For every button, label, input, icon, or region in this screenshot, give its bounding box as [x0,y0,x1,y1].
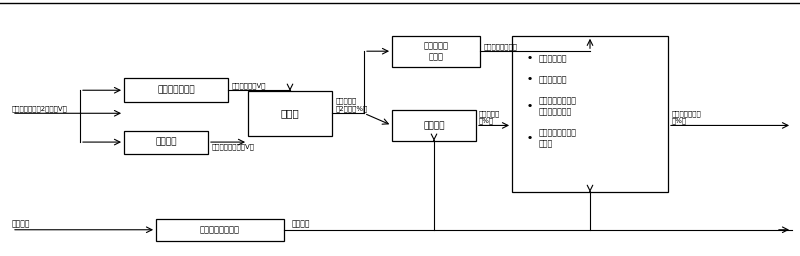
Text: 电压信号物理值（V）: 电压信号物理值（V） [212,143,255,150]
Text: 归一化: 归一化 [281,108,299,118]
Text: •: • [526,75,533,84]
Text: 信号选择: 信号选择 [423,121,445,130]
Text: 制动与油门同时施
加的不合理保护: 制动与油门同时施 加的不合理保护 [538,97,577,116]
FancyBboxPatch shape [124,78,228,102]
FancyBboxPatch shape [512,36,668,192]
Text: 诊断信号: 诊断信号 [12,219,30,228]
Text: 空行程位置保护: 空行程位置保护 [157,86,195,95]
Text: 电子油门信号（2路）（V）: 电子油门信号（2路）（V） [12,105,68,112]
Text: 电子油门期望值
（%）: 电子油门期望值 （%） [672,110,702,124]
Text: •: • [526,54,533,63]
FancyBboxPatch shape [156,219,284,241]
Text: 瞬时故障保护: 瞬时故障保护 [538,75,567,84]
Text: 制动踏板状
态判断: 制动踏板状 态判断 [423,41,449,61]
FancyBboxPatch shape [248,91,332,136]
Text: •: • [526,102,533,111]
Text: 诊断信号: 诊断信号 [292,219,310,228]
Text: 是否不合理情况？: 是否不合理情况？ [484,43,518,50]
Text: 选择输出值
（%）: 选择输出值 （%） [478,110,500,124]
Text: 确认故障保护: 确认故障保护 [538,54,567,63]
FancyBboxPatch shape [124,131,208,154]
Text: 诊断信号逻辑互锁: 诊断信号逻辑互锁 [200,225,240,234]
Text: 归一化量值
（2路）（%）: 归一化量值 （2路）（%） [336,98,368,112]
Text: 故障恢复防突变保
护机制: 故障恢复防突变保 护机制 [538,129,577,148]
Text: 基准电压值（V）: 基准电压值（V） [232,82,266,89]
Text: 信号滤波: 信号滤波 [155,137,177,147]
FancyBboxPatch shape [392,36,480,67]
Text: •: • [526,134,533,143]
FancyBboxPatch shape [392,110,476,141]
